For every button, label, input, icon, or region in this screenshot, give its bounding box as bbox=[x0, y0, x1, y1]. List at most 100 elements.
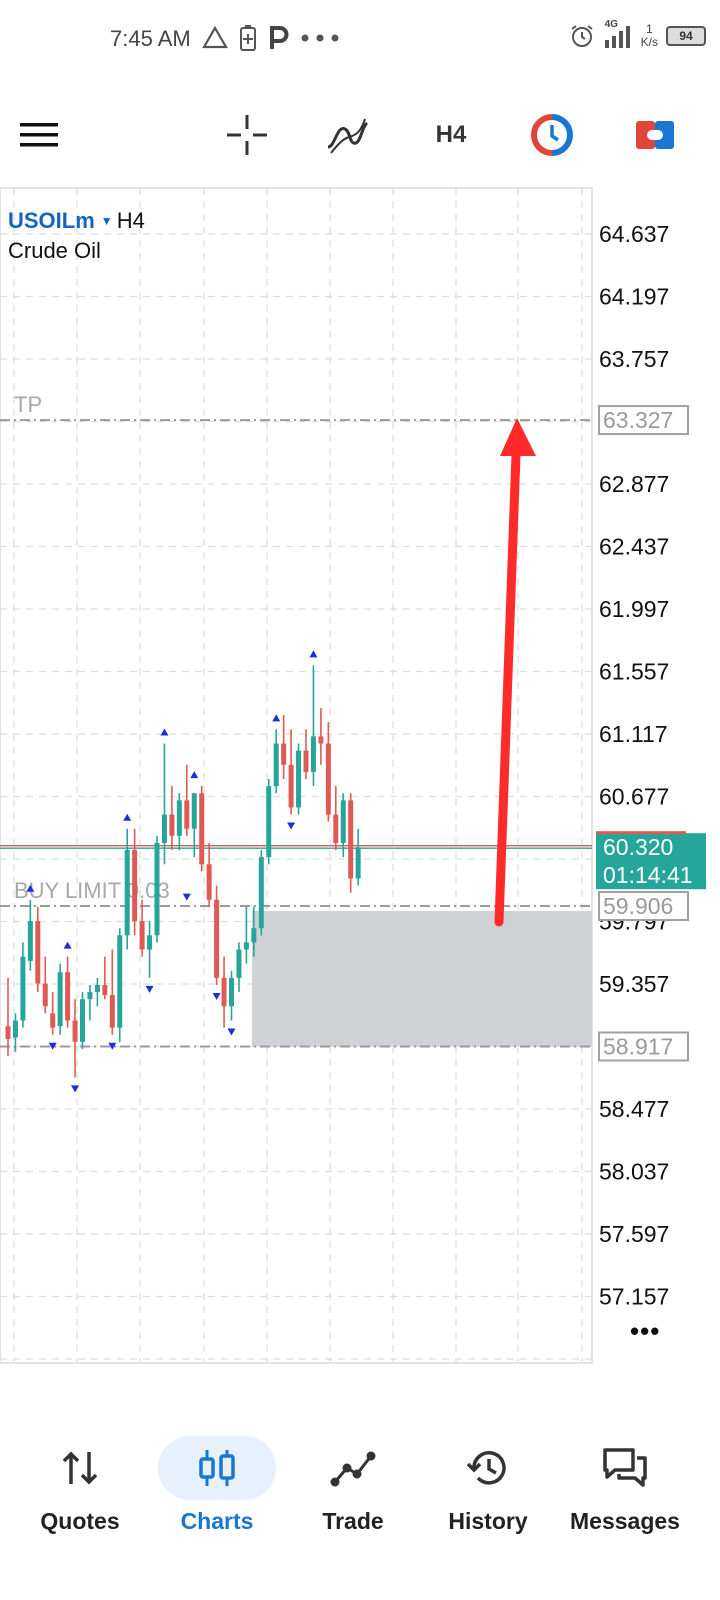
tp-label: TP bbox=[14, 392, 42, 417]
charts-icon bbox=[199, 1450, 235, 1486]
candle-body bbox=[117, 935, 123, 1028]
indicators-icon bbox=[327, 118, 369, 154]
battery-icon: 94 bbox=[666, 26, 706, 46]
price-chart[interactable]: TP BUY LIMIT 0.03 64.637 64.197 63.757 62.87… bbox=[0, 186, 720, 1366]
chart-grid bbox=[0, 187, 593, 1364]
nav-label: Messages bbox=[570, 1508, 680, 1534]
timeframe-button[interactable]: H4 bbox=[435, 121, 467, 148]
nav-label: History bbox=[448, 1508, 528, 1534]
price-level-label: 63.757 bbox=[599, 346, 669, 372]
symbol-name[interactable]: USOILm bbox=[8, 208, 95, 233]
price-level-label: 64.637 bbox=[599, 221, 669, 247]
order-lines: TP BUY LIMIT 0.03 bbox=[0, 392, 592, 1048]
candle-body bbox=[273, 743, 279, 787]
candle-body bbox=[333, 814, 339, 843]
trade-toggle-button[interactable] bbox=[628, 108, 682, 162]
fractal-up-marker bbox=[63, 941, 72, 949]
status-right-icons: 4G 1 K/s 94 bbox=[569, 19, 706, 50]
indicators-button[interactable] bbox=[320, 108, 374, 162]
nav-label: Charts bbox=[180, 1508, 254, 1534]
symbol-timeframe: H4 bbox=[116, 208, 145, 233]
candle-body bbox=[87, 992, 93, 1000]
net-speed: 1 K/s bbox=[641, 23, 658, 49]
battery-saver-icon bbox=[240, 25, 256, 51]
price-level-label: 62.437 bbox=[599, 534, 669, 560]
nav-label: Trade bbox=[322, 1508, 384, 1534]
fractal-down-marker bbox=[182, 893, 191, 901]
candle-body bbox=[12, 1020, 18, 1038]
symbol-header[interactable]: USOILm ▼ H4 Crude Oil bbox=[8, 208, 145, 264]
fractal-up-marker bbox=[160, 728, 169, 736]
candle-body bbox=[318, 736, 324, 744]
battery-level: 94 bbox=[679, 29, 693, 43]
symbol-dropdown-icon[interactable]: ▼ bbox=[100, 214, 113, 228]
one-click-trading-button[interactable] bbox=[525, 108, 579, 162]
candle-body bbox=[20, 956, 26, 1021]
candle-body bbox=[42, 983, 48, 1007]
fractal-up-marker bbox=[272, 714, 281, 722]
candle-body bbox=[65, 972, 71, 1021]
current-price-badge bbox=[596, 833, 706, 890]
nav-history[interactable]: History bbox=[423, 1434, 553, 1564]
menu-button[interactable] bbox=[12, 108, 66, 162]
candle-body bbox=[296, 750, 302, 808]
status-bar: 7:45 AM 4G 1 K/s 94 bbox=[0, 0, 720, 80]
price-level-label: 59.357 bbox=[599, 971, 669, 997]
fractal-down-marker bbox=[227, 1028, 236, 1036]
candle-body bbox=[281, 743, 287, 765]
buy-limit-label: BUY LIMIT 0.03 bbox=[14, 878, 170, 903]
fractal-up-marker bbox=[26, 884, 35, 892]
candle-body bbox=[191, 793, 197, 829]
fractal-down-marker bbox=[212, 992, 221, 1000]
trade-icon bbox=[330, 1451, 376, 1487]
chart-more-icon[interactable]: ••• bbox=[630, 1316, 661, 1346]
trade-toggle-icon bbox=[636, 121, 674, 149]
nav-trade[interactable]: Trade bbox=[288, 1434, 418, 1564]
price-level-label: 57.597 bbox=[599, 1221, 669, 1247]
buy-limit-zone bbox=[252, 911, 592, 1047]
candle-body bbox=[161, 814, 167, 843]
candle-body bbox=[303, 750, 309, 772]
sl-price-label: 58.917 bbox=[603, 1034, 673, 1060]
fractal-up-marker bbox=[309, 650, 318, 658]
crosshair-button[interactable] bbox=[220, 108, 274, 162]
countdown-label: 01:14:41 bbox=[603, 862, 693, 888]
candle-body bbox=[57, 972, 63, 1027]
order-zone bbox=[252, 911, 592, 1047]
price-level-label: 57.157 bbox=[599, 1284, 669, 1310]
price-level-label: 58.037 bbox=[599, 1159, 669, 1185]
active-pill bbox=[158, 1436, 276, 1500]
candle-body bbox=[139, 921, 145, 950]
hamburger-menu-icon bbox=[20, 123, 58, 147]
candle-body bbox=[258, 857, 264, 929]
symbol-description: Crude Oil bbox=[8, 238, 101, 263]
signal-icon bbox=[604, 26, 630, 48]
fractal-up-marker bbox=[123, 813, 132, 821]
candle-body bbox=[288, 764, 294, 808]
fractal-down-marker bbox=[48, 1042, 57, 1050]
candle-body bbox=[27, 921, 33, 961]
candle-body bbox=[72, 1020, 78, 1042]
candle-body bbox=[50, 1013, 56, 1028]
candles bbox=[5, 665, 361, 1078]
signal-group: 4G bbox=[603, 19, 633, 50]
price-level-label: 61.997 bbox=[599, 596, 669, 622]
candle-body bbox=[154, 842, 160, 936]
candle-body bbox=[348, 800, 354, 879]
nav-messages[interactable]: Messages bbox=[560, 1434, 690, 1564]
candle-body bbox=[94, 984, 100, 993]
tp-price-box bbox=[598, 405, 689, 436]
nav-quotes[interactable]: Quotes bbox=[15, 1434, 145, 1564]
nav-label: Quotes bbox=[40, 1508, 120, 1534]
candle-body bbox=[199, 793, 205, 865]
candle-body bbox=[132, 850, 138, 922]
sl-price-box bbox=[598, 1031, 689, 1062]
candle-body bbox=[176, 800, 182, 836]
chart-canvas[interactable]: TP BUY LIMIT 0.03 64.637 64.197 63.757 62.87… bbox=[0, 186, 720, 1366]
nav-charts[interactable]: Charts bbox=[152, 1434, 282, 1564]
candle-body bbox=[102, 984, 108, 995]
bottom-navigation: Quotes Charts Trade History Messages bbox=[0, 1420, 720, 1600]
alarm-icon bbox=[571, 25, 593, 47]
price-level-label: 62.877 bbox=[599, 471, 669, 497]
warning-triangle-icon bbox=[202, 25, 228, 49]
